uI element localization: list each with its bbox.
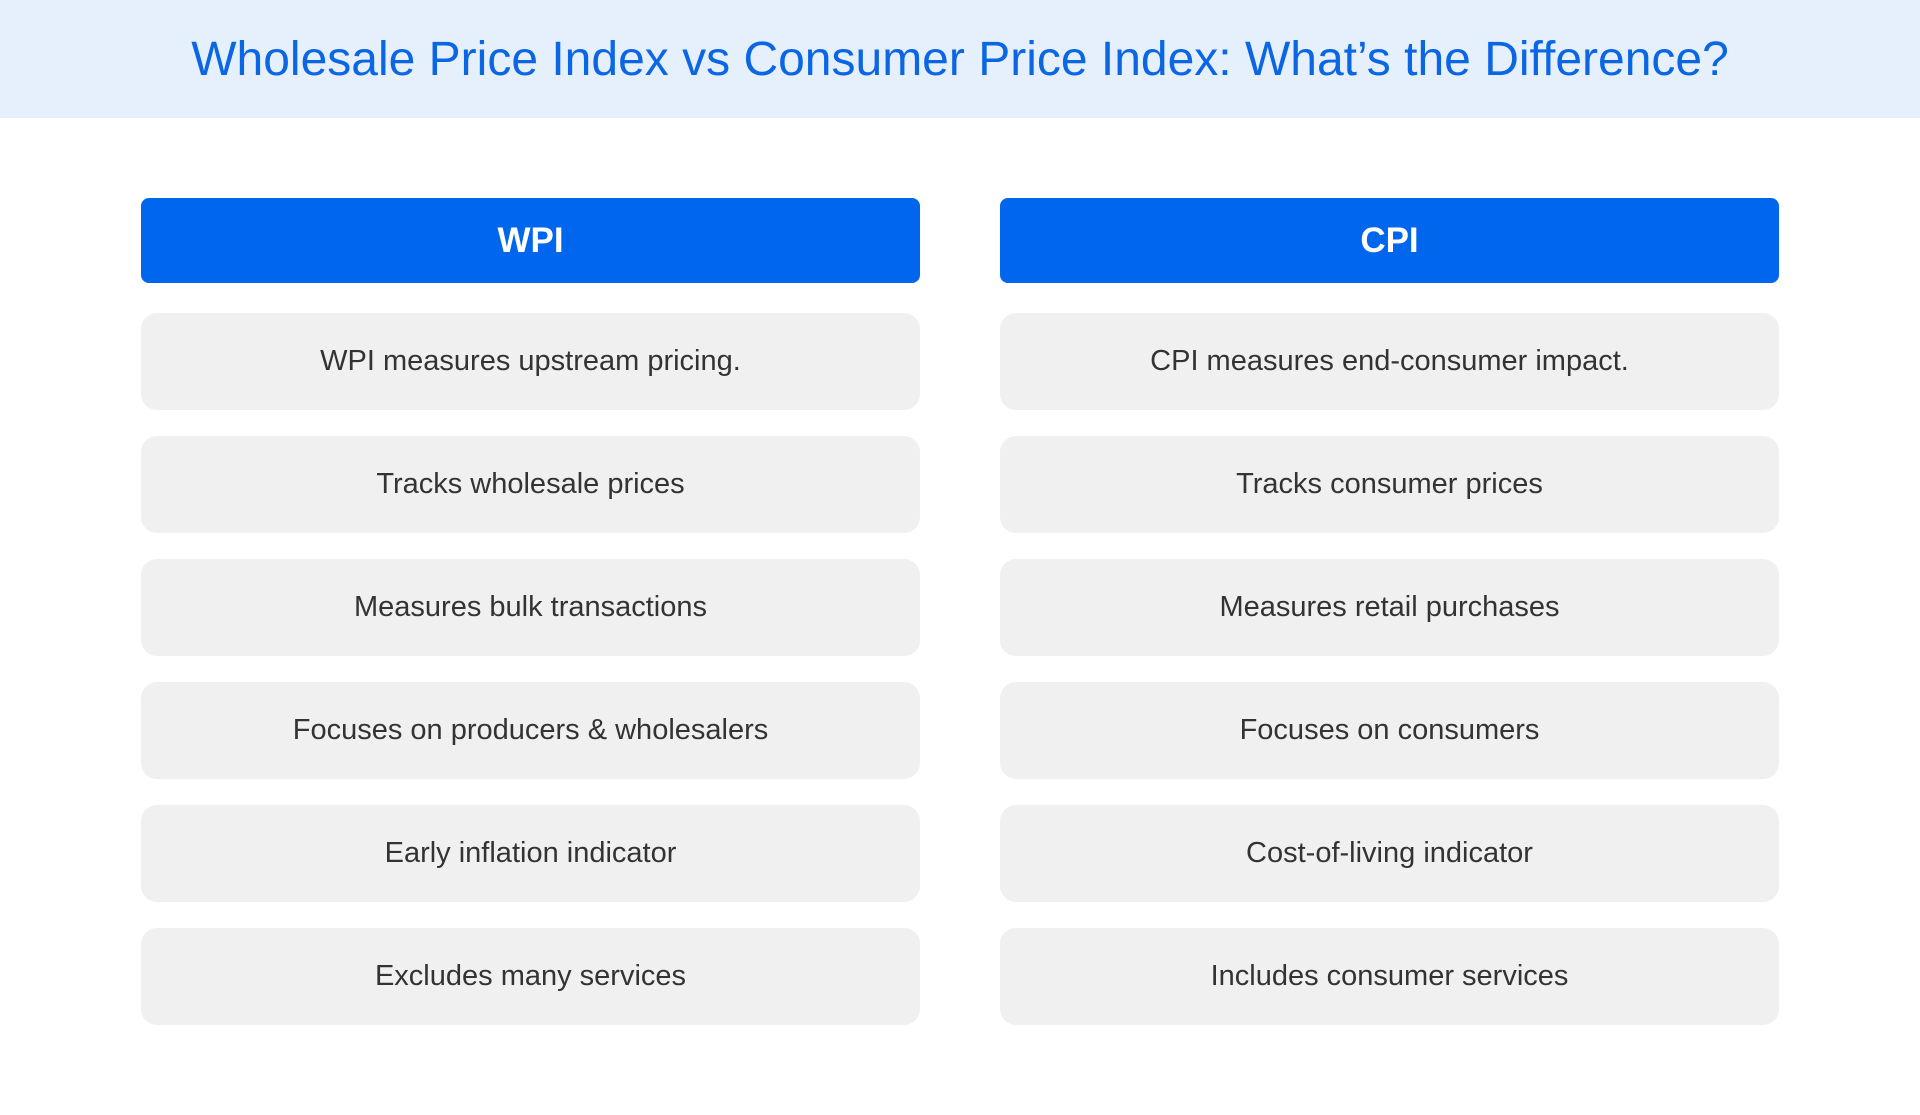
- comparison-item: WPI measures upstream pricing.: [141, 313, 920, 410]
- header-band: Wholesale Price Index vs Consumer Price …: [0, 0, 1920, 118]
- column: CPI CPI measures end-consumer impact. Trac…: [1000, 198, 1779, 1025]
- comparison-item: Tracks wholesale prices: [141, 436, 920, 533]
- comparison-item: Includes consumer services: [1000, 928, 1779, 1025]
- comparison-item: Measures bulk transactions: [141, 559, 920, 656]
- comparison-item: Measures retail purchases: [1000, 559, 1779, 656]
- column-heading: WPI: [141, 198, 920, 283]
- comparison-item: Cost-of-living indicator: [1000, 805, 1779, 902]
- page-title: Wholesale Price Index vs Consumer Price …: [191, 32, 1729, 86]
- comparison-item: CPI measures end-consumer impact.: [1000, 313, 1779, 410]
- comparison-item: Focuses on consumers: [1000, 682, 1779, 779]
- comparison-item: Excludes many services: [141, 928, 920, 1025]
- column: WPI WPI measures upstream pricing. Tracks …: [141, 198, 920, 1025]
- column-heading: CPI: [1000, 198, 1779, 283]
- comparison-item: Early inflation indicator: [141, 805, 920, 902]
- comparison-item: Focuses on producers & wholesalers: [141, 682, 920, 779]
- comparison-item: Tracks consumer prices: [1000, 436, 1779, 533]
